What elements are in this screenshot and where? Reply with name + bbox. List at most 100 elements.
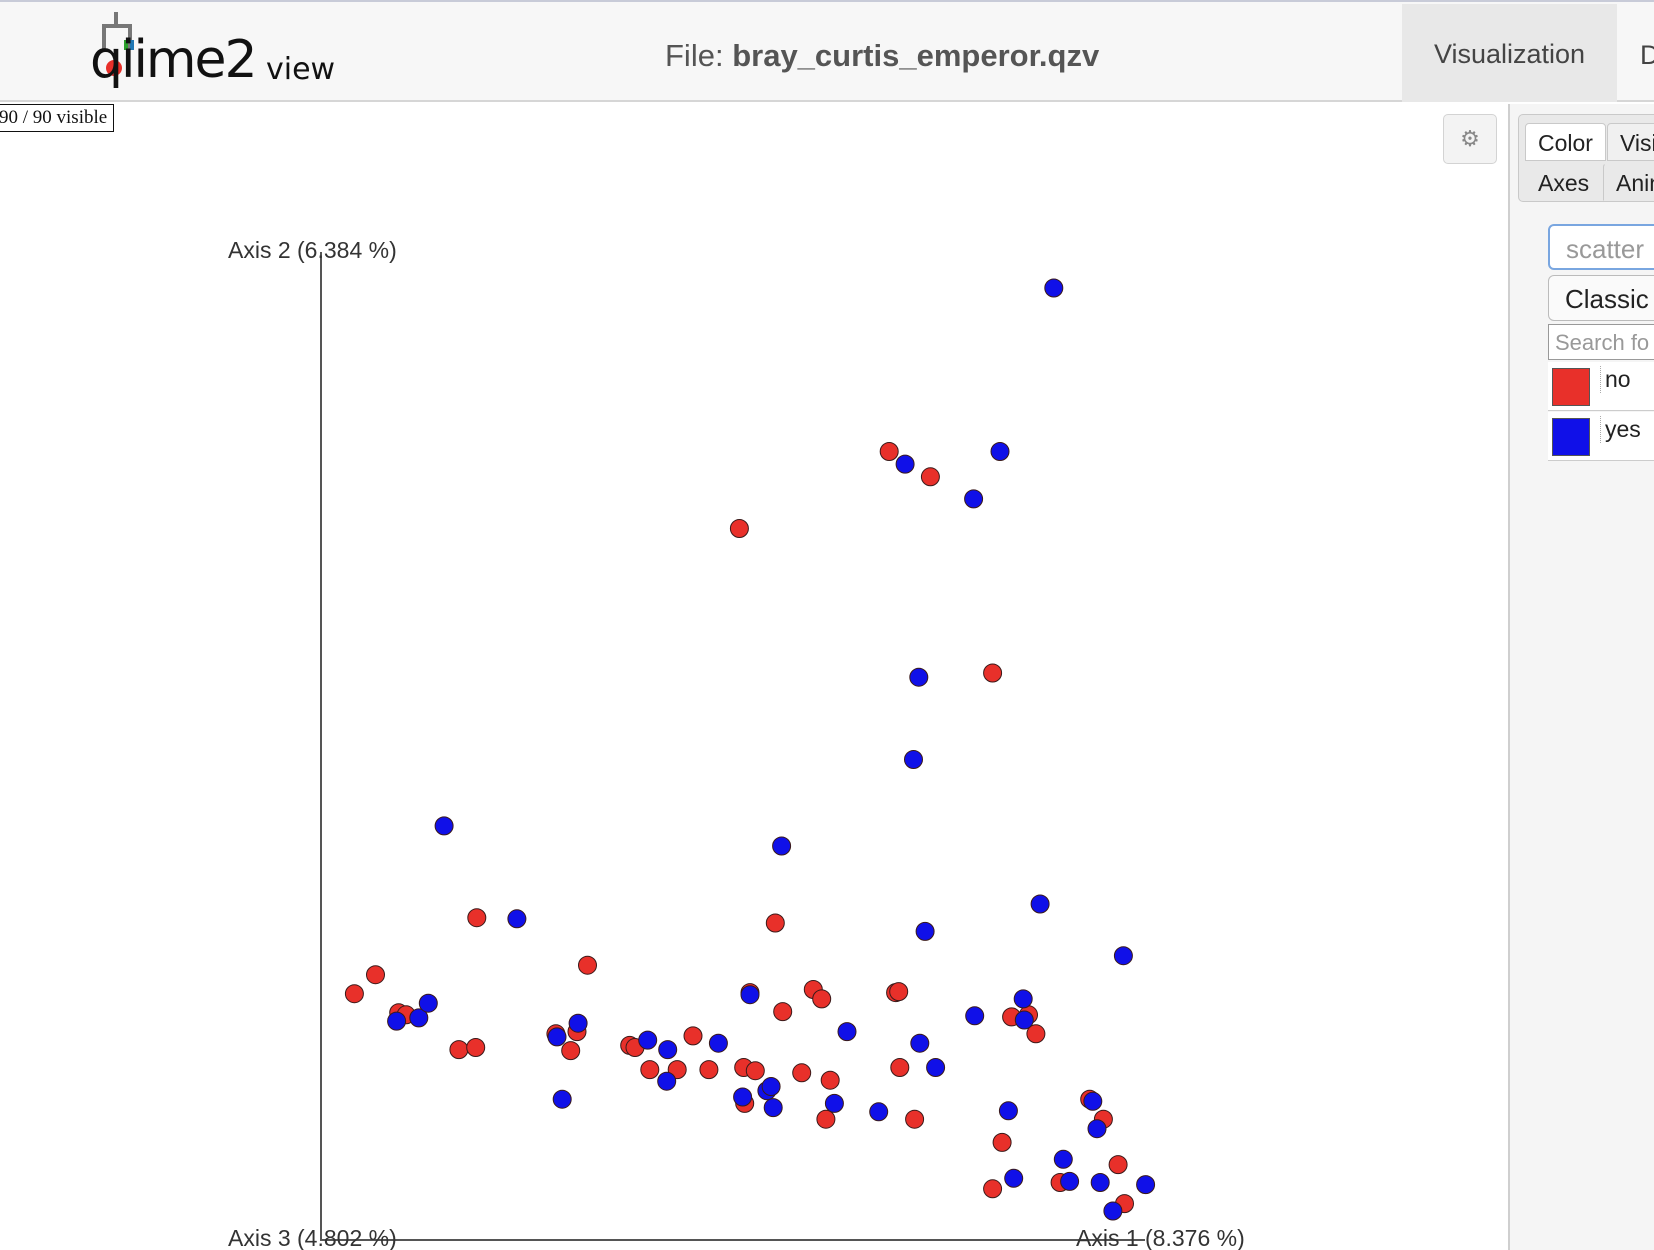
point-no-37[interactable] bbox=[992, 1132, 1012, 1152]
file-title: File: bray_curtis_emperor.qzv bbox=[665, 38, 1099, 74]
point-no-32[interactable] bbox=[890, 1058, 910, 1077]
point-yes-31[interactable] bbox=[1004, 1168, 1024, 1188]
point-yes-39[interactable] bbox=[1087, 1119, 1107, 1139]
point-yes-29[interactable] bbox=[990, 442, 1010, 461]
point-yes-10[interactable] bbox=[657, 1071, 677, 1091]
logo-subtext: view bbox=[266, 52, 336, 87]
point-no-13[interactable] bbox=[640, 1060, 660, 1080]
axis1-label: Axis 1 (8.376 %) bbox=[1076, 1225, 1245, 1250]
qiime2-view-logo[interactable]: qiime2 view bbox=[88, 12, 348, 96]
point-yes-15[interactable] bbox=[761, 1077, 781, 1096]
point-yes-30[interactable] bbox=[998, 1101, 1018, 1121]
point-no-26[interactable] bbox=[812, 989, 832, 1009]
point-yes-7[interactable] bbox=[547, 1027, 567, 1047]
point-yes-2[interactable] bbox=[418, 993, 438, 1013]
legend-item-no[interactable]: no bbox=[1548, 362, 1654, 411]
point-yes-22[interactable] bbox=[904, 750, 923, 769]
point-yes-42[interactable] bbox=[1113, 946, 1133, 966]
legend-item-yes[interactable]: yes bbox=[1548, 412, 1654, 461]
point-yes-38[interactable] bbox=[1083, 1091, 1103, 1111]
point-no-23[interactable] bbox=[773, 1002, 793, 1022]
point-yes-37[interactable] bbox=[1060, 1171, 1080, 1191]
point-yes-13[interactable] bbox=[740, 985, 760, 1005]
tab-color[interactable]: Color bbox=[1525, 123, 1606, 161]
point-no-33[interactable] bbox=[905, 1109, 925, 1129]
point-yes-1[interactable] bbox=[409, 1008, 429, 1028]
color-swatch-no[interactable] bbox=[1552, 368, 1590, 406]
point-no-27[interactable] bbox=[820, 1070, 840, 1090]
point-yes-26[interactable] bbox=[926, 1058, 946, 1077]
point-no-10[interactable] bbox=[578, 955, 597, 975]
point-yes-28[interactable] bbox=[965, 1006, 985, 1026]
point-yes-19[interactable] bbox=[837, 1022, 857, 1042]
point-no-35[interactable] bbox=[983, 663, 1003, 683]
point-no-28[interactable] bbox=[816, 1109, 836, 1129]
emperor-scatter-plot[interactable]: Axis 2 (6.384 %) Axis 3 (4.802 %) Axis 1… bbox=[0, 104, 1508, 1250]
point-yes-5[interactable] bbox=[552, 1089, 572, 1109]
point-no-15[interactable] bbox=[683, 1026, 703, 1046]
point-yes-24[interactable] bbox=[910, 1033, 930, 1053]
point-no-8[interactable] bbox=[561, 1041, 581, 1061]
point-no-16[interactable] bbox=[699, 1060, 719, 1080]
app-header: qiime2 view File: bray_curtis_emperor.qz… bbox=[0, 2, 1654, 102]
point-yes-25[interactable] bbox=[915, 921, 935, 941]
point-yes-27[interactable] bbox=[964, 489, 984, 509]
point-yes-4[interactable] bbox=[507, 909, 527, 929]
point-yes-18[interactable] bbox=[824, 1093, 844, 1113]
point-yes-12[interactable] bbox=[733, 1087, 753, 1107]
point-no-40[interactable] bbox=[1026, 1024, 1046, 1044]
point-no-1[interactable] bbox=[366, 965, 385, 985]
point-yes-11[interactable] bbox=[708, 1033, 728, 1053]
point-no-21[interactable] bbox=[745, 1061, 765, 1081]
point-no-29[interactable] bbox=[879, 442, 899, 461]
point-no-5[interactable] bbox=[466, 1038, 486, 1057]
point-no-22[interactable] bbox=[765, 913, 785, 933]
legend-label-no: no bbox=[1600, 366, 1631, 393]
point-yes-36[interactable] bbox=[1053, 1149, 1073, 1169]
point-no-6[interactable] bbox=[467, 908, 487, 928]
point-yes-20[interactable] bbox=[869, 1102, 889, 1122]
colormap-select[interactable]: Classic bbox=[1548, 275, 1654, 321]
point-no-0[interactable] bbox=[344, 984, 364, 1004]
point-yes-34[interactable] bbox=[1030, 894, 1050, 914]
point-no-34[interactable] bbox=[920, 467, 940, 487]
point-yes-17[interactable] bbox=[772, 836, 792, 856]
point-no-4[interactable] bbox=[449, 1040, 469, 1060]
point-yes-35[interactable] bbox=[1044, 278, 1064, 298]
scatter-points bbox=[344, 278, 1156, 1221]
category-select[interactable]: scatter bbox=[1548, 224, 1654, 270]
point-yes-6[interactable] bbox=[568, 1013, 588, 1033]
point-yes-41[interactable] bbox=[1103, 1201, 1123, 1221]
point-yes-21[interactable] bbox=[895, 454, 915, 474]
point-yes-0[interactable] bbox=[387, 1011, 407, 1031]
point-no-31[interactable] bbox=[889, 982, 909, 1002]
point-yes-3[interactable] bbox=[434, 816, 454, 836]
point-yes-32[interactable] bbox=[1013, 989, 1033, 1009]
point-yes-33[interactable] bbox=[1014, 1010, 1034, 1030]
point-yes-40[interactable] bbox=[1090, 1173, 1110, 1192]
point-yes-23[interactable] bbox=[909, 667, 929, 687]
point-yes-9[interactable] bbox=[658, 1040, 678, 1060]
point-no-44[interactable] bbox=[1108, 1155, 1128, 1175]
search-input[interactable]: Search fo bbox=[1548, 324, 1654, 360]
panel-tabs: Color Visi Axes Anin bbox=[1518, 114, 1654, 202]
tab-visibility[interactable]: Visi bbox=[1607, 123, 1654, 161]
settings-button[interactable]: ⚙ bbox=[1443, 114, 1497, 164]
point-no-24[interactable] bbox=[792, 1063, 812, 1083]
color-swatch-yes[interactable] bbox=[1552, 418, 1590, 456]
point-yes-8[interactable] bbox=[638, 1030, 658, 1050]
point-yes-43[interactable] bbox=[1136, 1175, 1156, 1195]
top-border bbox=[0, 0, 1654, 2]
tab-details[interactable]: D bbox=[1640, 40, 1654, 70]
file-label: File: bbox=[665, 38, 724, 73]
axis3-label: Axis 3 (4.802 %) bbox=[228, 1225, 397, 1250]
tab-axes[interactable]: Axes bbox=[1538, 170, 1590, 196]
point-no-17[interactable] bbox=[729, 519, 749, 538]
tab-animations[interactable]: Anin bbox=[1603, 163, 1654, 201]
point-yes-16[interactable] bbox=[763, 1098, 783, 1118]
tab-visualization[interactable]: Visualization bbox=[1402, 4, 1617, 102]
point-no-36[interactable] bbox=[983, 1179, 1003, 1199]
logo-text: qiime2 bbox=[90, 30, 258, 90]
axis2-label: Axis 2 (6.384 %) bbox=[228, 237, 397, 263]
visible-count: 90 / 90 visible bbox=[0, 104, 115, 132]
